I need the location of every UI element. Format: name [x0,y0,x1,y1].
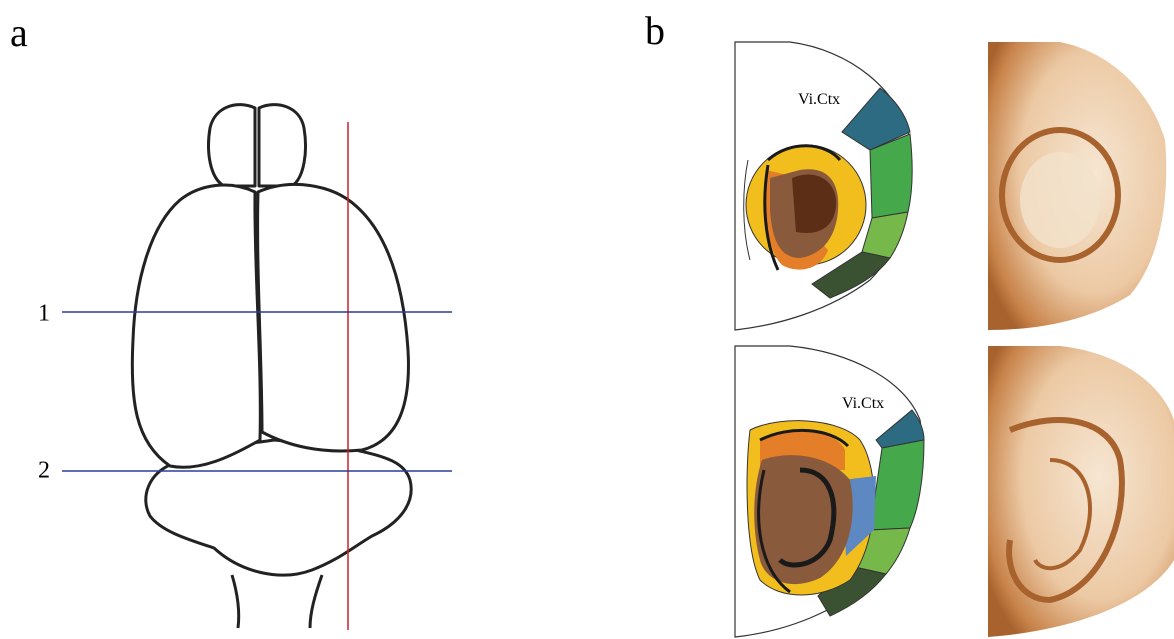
stained-section [988,346,1174,637]
atlas-section: Vi.Ctx [735,42,912,330]
panel-label: a [10,10,28,55]
brainstem [310,575,322,628]
line-label: 2 [38,458,50,484]
brainstem [232,575,239,628]
olfactory-bulb [259,105,306,186]
atlas-section: Vi.Ctx [735,346,924,637]
brain-drawing [132,105,411,628]
region-label: Vi.Ctx [798,91,840,108]
hemisphere [132,185,260,467]
stained-section [988,42,1166,330]
region-label: Vi.Ctx [842,395,884,412]
figure: a 1 2 b Vi.Ctx [0,0,1174,639]
hemisphere [258,184,409,451]
line-label: 1 [38,301,50,327]
olfactory-bulb [209,105,255,186]
panel-label: b [645,8,665,53]
